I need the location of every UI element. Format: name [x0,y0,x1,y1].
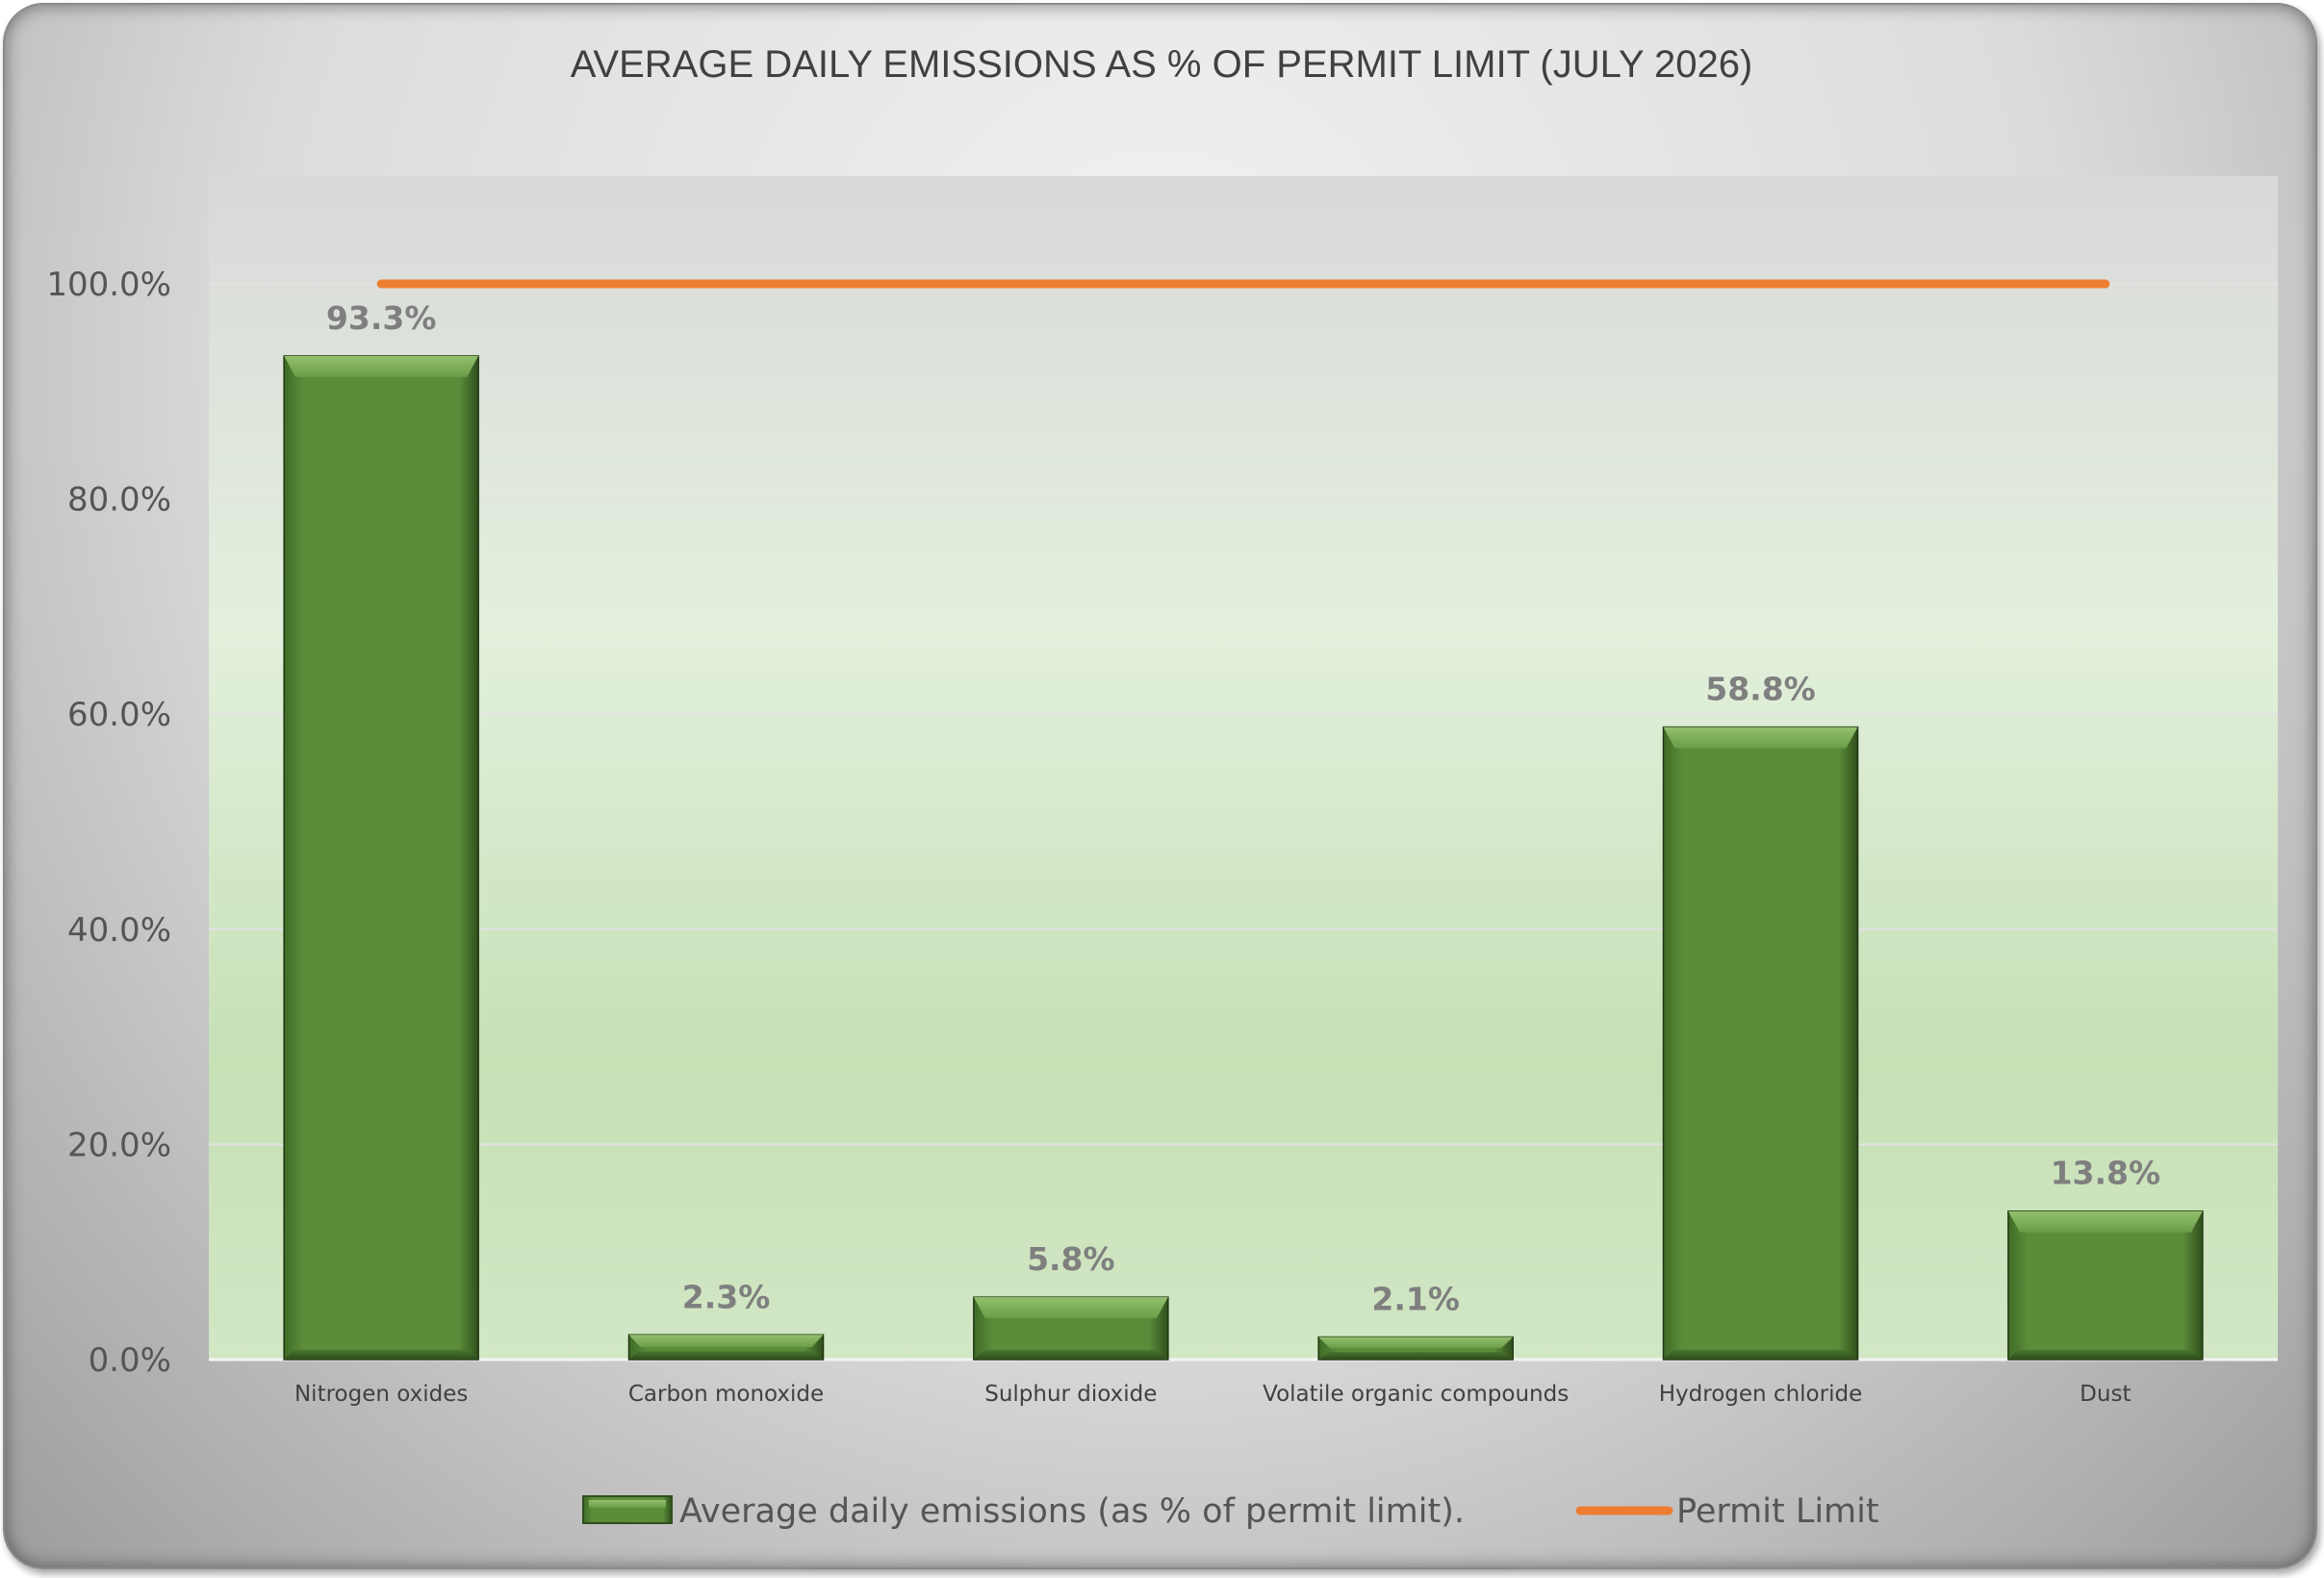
y-tick-label: 60.0% [67,696,171,734]
plot-area [209,176,2278,1360]
legend-label-permit-limit: Permit Limit [1676,1492,1879,1531]
data-label: 2.1% [1371,1281,1460,1318]
data-label: 93.3% [326,299,437,337]
x-tick-label: Dust [2080,1382,2131,1407]
x-tick-label: Hydrogen chloride [1659,1382,1862,1407]
x-tick-label: Volatile organic compounds [1263,1382,1569,1407]
bars [283,355,2204,1361]
y-tick-label: 80.0% [67,481,171,520]
x-tick-label: Sulphur dioxide [984,1382,1157,1407]
bar [1662,725,1859,1361]
data-label: 2.3% [682,1278,771,1315]
x-tick-label: Nitrogen oxides [294,1382,468,1407]
bar [627,1334,825,1361]
y-tick-label: 0.0% [89,1341,171,1380]
bar [1317,1336,1514,1361]
data-labels: 93.3% 2.3% 5.8% 2.1% 58.8% 13.8% [326,299,2160,1318]
y-tick-label: 100.0% [46,266,171,304]
y-tick-label: 20.0% [67,1126,171,1164]
x-tick-label: Carbon monoxide [628,1382,824,1407]
legend-label-emissions: Average daily emissions (as % of permit … [679,1492,1465,1531]
data-label: 13.8% [2051,1155,2161,1192]
legend-swatch-emissions [582,1495,673,1524]
data-label: 5.8% [1027,1240,1115,1278]
bar [973,1296,1169,1361]
y-axis-ticks: 0.0% 20.0% 40.0% 60.0% 80.0% 100.0% [46,266,171,1380]
legend: Average daily emissions (as % of permit … [582,1492,1879,1531]
chart-title: AVERAGE DAILY EMISSIONS AS % OF PERMIT L… [571,43,1753,86]
x-axis-ticks: Nitrogen oxides Carbon monoxide Sulphur di… [294,1382,2132,1407]
y-tick-label: 40.0% [67,911,171,950]
bar [283,355,479,1361]
bar [2007,1209,2204,1361]
data-label: 58.8% [1705,671,1816,708]
